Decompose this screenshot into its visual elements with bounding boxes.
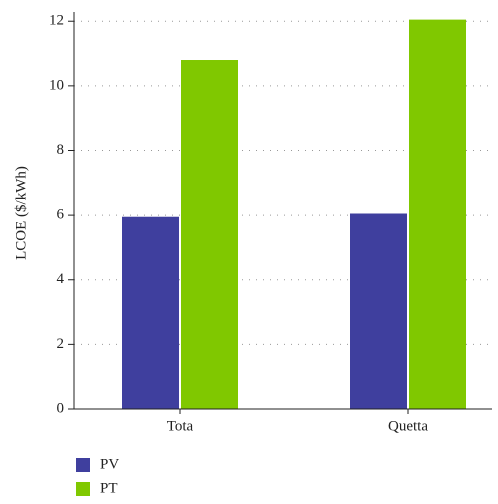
- y-tick-label: 12: [49, 13, 64, 29]
- bar: [122, 216, 179, 409]
- x-tick-label: Tota: [167, 418, 194, 434]
- bar: [181, 60, 238, 409]
- legend-label: PV: [100, 456, 119, 472]
- y-tick-label: 2: [57, 336, 65, 352]
- y-tick-label: 10: [49, 77, 64, 93]
- legend-swatch: [76, 458, 90, 472]
- y-axis-label: LCOE ($/kWh): [13, 166, 29, 260]
- bar: [409, 19, 466, 410]
- legend-swatch: [76, 482, 90, 496]
- y-tick-label: 6: [57, 207, 65, 223]
- y-tick-label: 8: [57, 142, 65, 158]
- y-tick-label: 4: [57, 271, 65, 287]
- bar: [350, 213, 407, 409]
- legend-label: PT: [100, 480, 118, 496]
- x-tick-label: Quetta: [388, 418, 428, 434]
- y-tick-label: 0: [57, 400, 65, 416]
